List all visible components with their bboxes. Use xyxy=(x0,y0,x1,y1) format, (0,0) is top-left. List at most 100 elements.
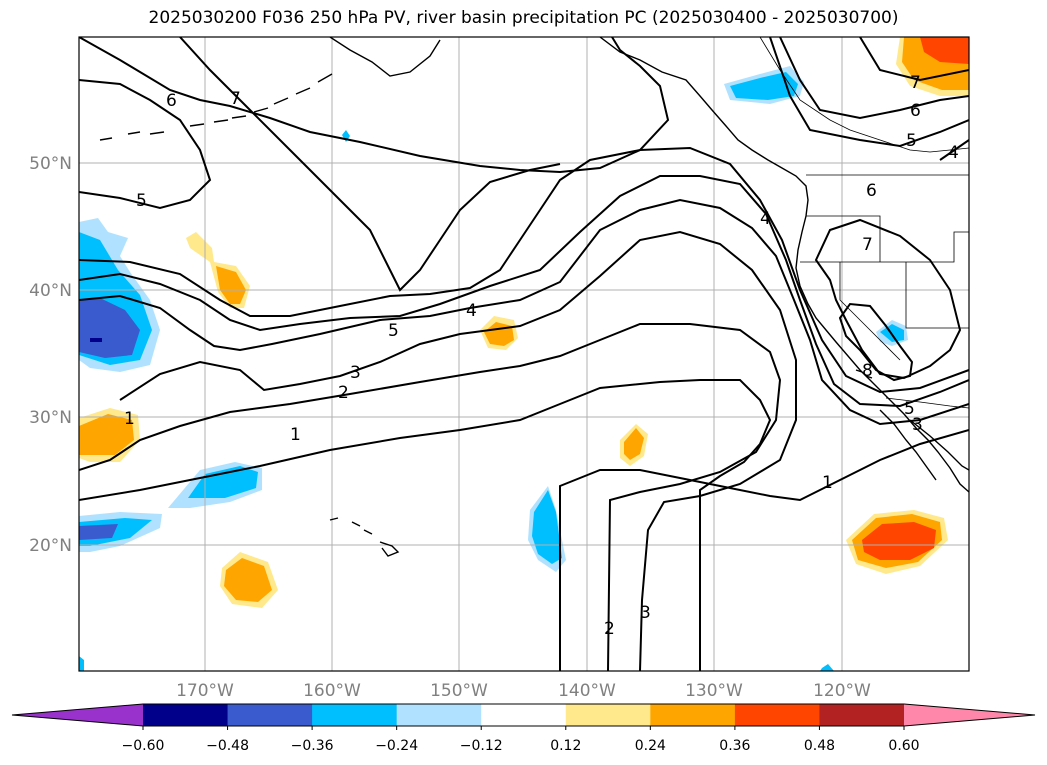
colorbar-box xyxy=(143,704,229,726)
colorbar: −0.60 −0.48 −0.36 −0.24 −0.12 0.12 0.24 0.36 0.4… xyxy=(11,703,1036,754)
map-title: 2025030200 F036 250 hPa PV, river basin … xyxy=(148,8,899,28)
contour-label: 4 xyxy=(466,301,477,321)
lon-label: 120°W xyxy=(813,681,871,701)
contour-label: 4 xyxy=(948,143,959,163)
coastlines xyxy=(99,37,969,557)
contour-label: 3 xyxy=(912,415,923,435)
colorbar-box xyxy=(227,704,313,726)
negative-anomaly-west-strong xyxy=(79,298,140,358)
contour-2 xyxy=(79,323,782,671)
contour-label: 2 xyxy=(338,383,349,403)
contour-label: 5 xyxy=(906,131,917,151)
colorbar-tick-label: −0.60 xyxy=(122,738,165,754)
negative-anomaly-southwest-core xyxy=(79,518,152,546)
colorbar-box xyxy=(819,704,905,726)
longitude-labels: 170°W 160°W 150°W 140°W 130°W 120°W xyxy=(176,681,871,701)
lon-label: 130°W xyxy=(685,681,743,701)
colorbar-tick-label: 0.24 xyxy=(635,738,666,754)
contour-label: 4 xyxy=(760,209,771,229)
map-gridlines xyxy=(79,37,969,671)
lon-label: 140°W xyxy=(558,681,616,701)
contour-6-northeast xyxy=(779,37,969,120)
latitude-labels: 50°N 40°N 30°N 20°N xyxy=(29,154,72,556)
contour-6-north xyxy=(79,37,670,174)
colorbar-tick-label: 0.12 xyxy=(550,738,581,754)
contour-5b xyxy=(79,146,969,394)
contour-label: 6 xyxy=(166,91,177,111)
precip-shading xyxy=(79,37,969,671)
colorbar-box xyxy=(650,704,736,726)
alaska-canada-border xyxy=(759,37,969,153)
colorbar-box xyxy=(396,704,482,726)
colorbar-tick-label: 0.48 xyxy=(804,738,835,754)
contour-5-north xyxy=(79,79,212,210)
colorbar-box xyxy=(565,704,651,726)
lat-label: 30°N xyxy=(29,408,72,428)
colorbar-tick-label: 0.60 xyxy=(888,738,919,754)
contour-label: 1 xyxy=(290,425,301,445)
contour-label: 3 xyxy=(350,363,361,383)
aleutian-islands xyxy=(99,73,333,141)
colorbar-box xyxy=(481,704,567,726)
contour-5-northeast xyxy=(769,37,969,148)
contour-1 xyxy=(79,379,969,671)
contour-7-northeast xyxy=(859,37,969,82)
negative-anomaly-speck-bottom xyxy=(820,664,834,671)
colorbar-tick-label: −0.36 xyxy=(291,738,334,754)
colorbar-tick-label: 0.36 xyxy=(719,738,750,754)
contour-label: 5 xyxy=(904,399,915,419)
contour-label: 5 xyxy=(136,191,147,211)
us-state-border-north xyxy=(806,215,881,262)
lon-label: 150°W xyxy=(430,681,488,701)
alaska-coast xyxy=(329,37,441,77)
negative-anomaly-southwest-strong xyxy=(79,524,118,540)
colorbar-tick-label: −0.48 xyxy=(206,738,249,754)
contour-label: 7 xyxy=(910,73,921,93)
contour-8-interior xyxy=(838,302,914,382)
contour-label: 6 xyxy=(910,101,921,121)
hawaiian-islands xyxy=(329,517,400,557)
contour-4 xyxy=(79,198,969,426)
contour-label: 8 xyxy=(862,361,873,381)
lat-label: 50°N xyxy=(29,154,72,174)
contour-5 xyxy=(79,175,969,408)
contour-label: 6 xyxy=(866,181,877,201)
gulf-of-alaska-coast xyxy=(599,37,969,493)
lon-label: 160°W xyxy=(303,681,361,701)
positive-anomaly-west-30n-core xyxy=(79,414,134,455)
colorbar-box xyxy=(734,704,820,726)
us-state-border-mid xyxy=(800,231,969,263)
negative-anomaly-speck-bottom-left xyxy=(79,656,84,671)
pv-contours xyxy=(79,37,969,671)
lat-label: 20°N xyxy=(29,536,72,556)
contour-labels: 6 7 5 5 4 3 2 1 1 1 2 3 4 5 6 7 6 5 4 7 … xyxy=(124,73,959,639)
nevada-border xyxy=(839,262,901,361)
negative-anomaly-west-peak xyxy=(90,338,102,342)
contour-3 xyxy=(119,230,797,671)
contour-label: 1 xyxy=(822,473,833,493)
positive-anomaly-20n-115w-strong xyxy=(862,522,936,560)
negative-anomaly-56n-130w-core xyxy=(730,72,798,100)
positive-anomaly-40n-165w-core xyxy=(216,266,246,304)
lat-label: 40°N xyxy=(29,281,72,301)
map-frame xyxy=(78,36,970,672)
positive-anomaly-28n-138w-core xyxy=(624,428,644,460)
lon-label: 170°W xyxy=(176,681,234,701)
contour-label: 2 xyxy=(604,619,615,639)
positive-anomaly-17n-165w-core xyxy=(224,558,272,602)
contour-label: 5 xyxy=(388,321,399,341)
contour-7-north xyxy=(179,37,561,292)
colorbar-extend-high xyxy=(904,704,1035,726)
contour-4-northeast xyxy=(939,139,969,161)
mexico-coast xyxy=(909,419,969,471)
contour-label: 7 xyxy=(230,89,241,109)
channel-islands xyxy=(855,369,873,379)
baja-coast xyxy=(879,409,937,481)
political-borders xyxy=(759,37,969,409)
contour-label: 1 xyxy=(124,409,135,429)
map-content: 6 7 5 5 4 3 2 1 1 1 2 3 4 5 6 7 6 5 4 7 … xyxy=(79,37,969,671)
contour-7-interior xyxy=(814,218,962,380)
contour-label: 7 xyxy=(862,235,873,255)
contour-label: 3 xyxy=(640,603,651,623)
